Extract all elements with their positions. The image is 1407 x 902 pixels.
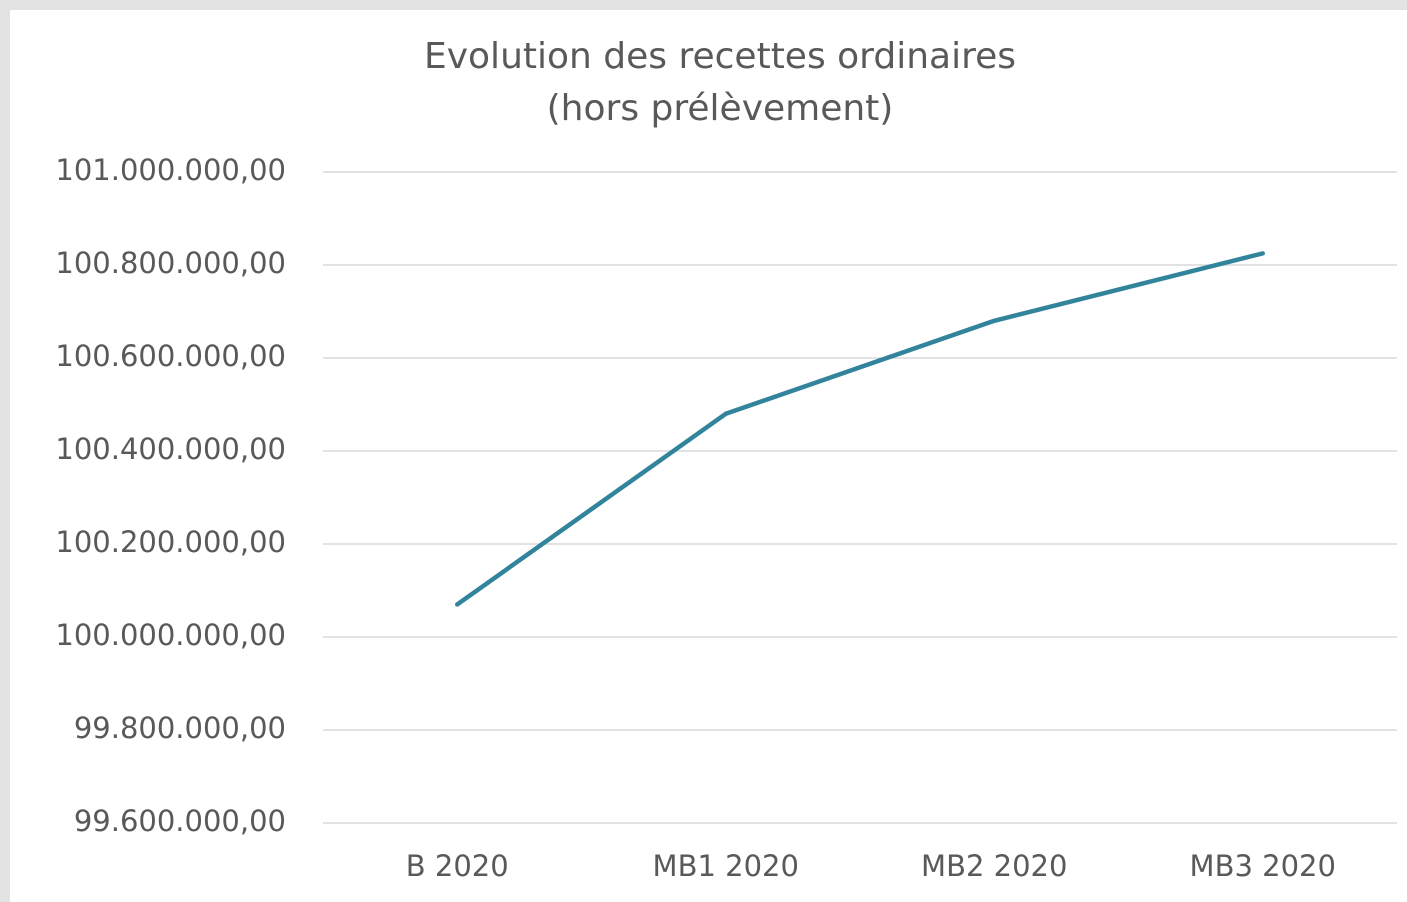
y-tick-label: 101.000.000,00	[55, 153, 286, 187]
x-tick-label: B 2020	[406, 849, 509, 883]
data-line	[455, 251, 1265, 607]
chart-title: (hors prélèvement)	[547, 88, 894, 129]
x-tick-label: MB1 2020	[653, 849, 799, 883]
y-tick-label: 100.200.000,00	[55, 525, 286, 559]
chart-title: Evolution des recettes ordinaires	[424, 36, 1016, 77]
x-tick-label: MB2 2020	[921, 849, 1067, 883]
y-tick-label: 100.600.000,00	[55, 339, 286, 373]
y-tick-label: 100.400.000,00	[55, 432, 286, 466]
y-tick-label: 99.800.000,00	[74, 711, 286, 745]
y-tick-label: 99.600.000,00	[74, 804, 286, 838]
x-tick-label: MB3 2020	[1190, 849, 1336, 883]
y-tick-label: 100.800.000,00	[55, 246, 286, 280]
chart-area	[10, 10, 1407, 902]
y-tick-label: 100.000.000,00	[55, 618, 286, 652]
